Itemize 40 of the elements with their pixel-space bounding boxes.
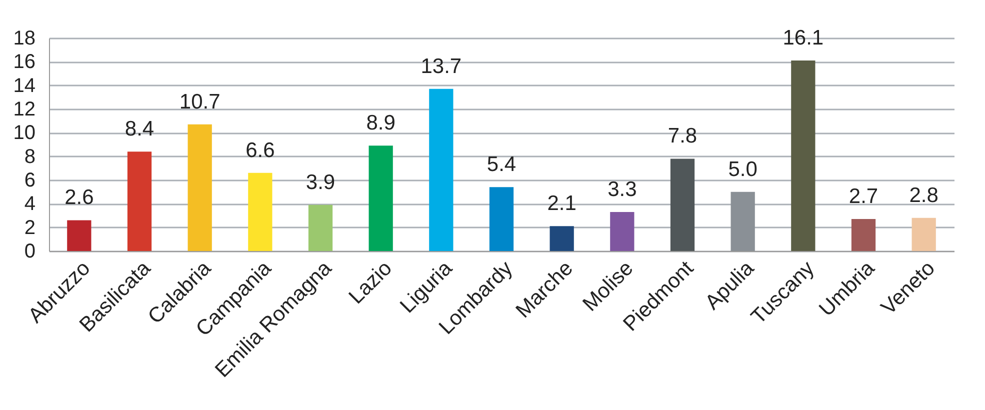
- bar: [912, 218, 936, 251]
- y-tick-label: 18: [13, 28, 36, 50]
- data-label: 5.0: [728, 158, 758, 181]
- bar: [610, 212, 634, 251]
- data-label: 2.7: [848, 185, 878, 208]
- bar: [67, 220, 92, 251]
- data-label: 10.7: [179, 90, 220, 114]
- bar: [188, 124, 212, 251]
- y-tick-label: 8: [24, 146, 36, 168]
- data-label: 8.4: [124, 118, 154, 141]
- bar: [429, 88, 454, 251]
- data-label: 16.1: [782, 26, 824, 50]
- y-tick-label: 0: [24, 240, 36, 262]
- y-tick-label: 4: [24, 193, 36, 216]
- bar: [670, 158, 695, 251]
- data-label: 3.3: [608, 178, 637, 201]
- bar: [791, 60, 816, 251]
- bar: [248, 172, 272, 251]
- data-label: 13.7: [420, 54, 462, 78]
- y-tick-label: 16: [13, 51, 36, 74]
- bar: [368, 146, 393, 251]
- bar: [730, 192, 755, 251]
- y-tick-label: 10: [13, 122, 36, 144]
- data-label: 5.4: [486, 153, 516, 176]
- y-tick-label: 12: [13, 98, 36, 120]
- data-label: 2.1: [547, 192, 576, 216]
- y-tick-label: 14: [13, 74, 36, 97]
- data-label: 6.6: [246, 138, 275, 162]
- data-label: 2.6: [64, 186, 94, 210]
- data-label: 2.8: [909, 184, 938, 207]
- bar: [308, 204, 333, 251]
- bar: [851, 219, 876, 251]
- data-label: 8.9: [366, 112, 396, 135]
- data-label: 3.9: [306, 170, 336, 194]
- bar: [489, 187, 514, 251]
- y-tick-label: 2: [24, 216, 36, 239]
- bar: [127, 152, 152, 251]
- bar: [550, 226, 574, 251]
- y-tick-label: 6: [24, 170, 36, 192]
- data-label: 7.8: [668, 124, 698, 148]
